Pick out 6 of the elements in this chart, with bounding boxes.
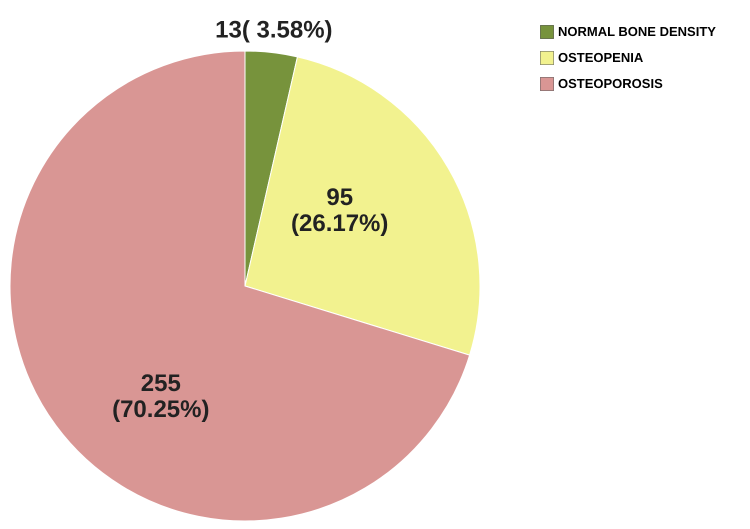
legend-label: OSTEOPOROSIS <box>558 76 664 91</box>
data-label: 255 (70.25%) <box>112 370 210 424</box>
legend-label: OSTEOPENIA <box>558 50 644 65</box>
data-label: 95 (26.17%) <box>290 184 388 238</box>
data-label: 13( 3.58%) <box>215 16 333 44</box>
legend-label: NORMAL BONE DENSITY <box>558 24 716 39</box>
